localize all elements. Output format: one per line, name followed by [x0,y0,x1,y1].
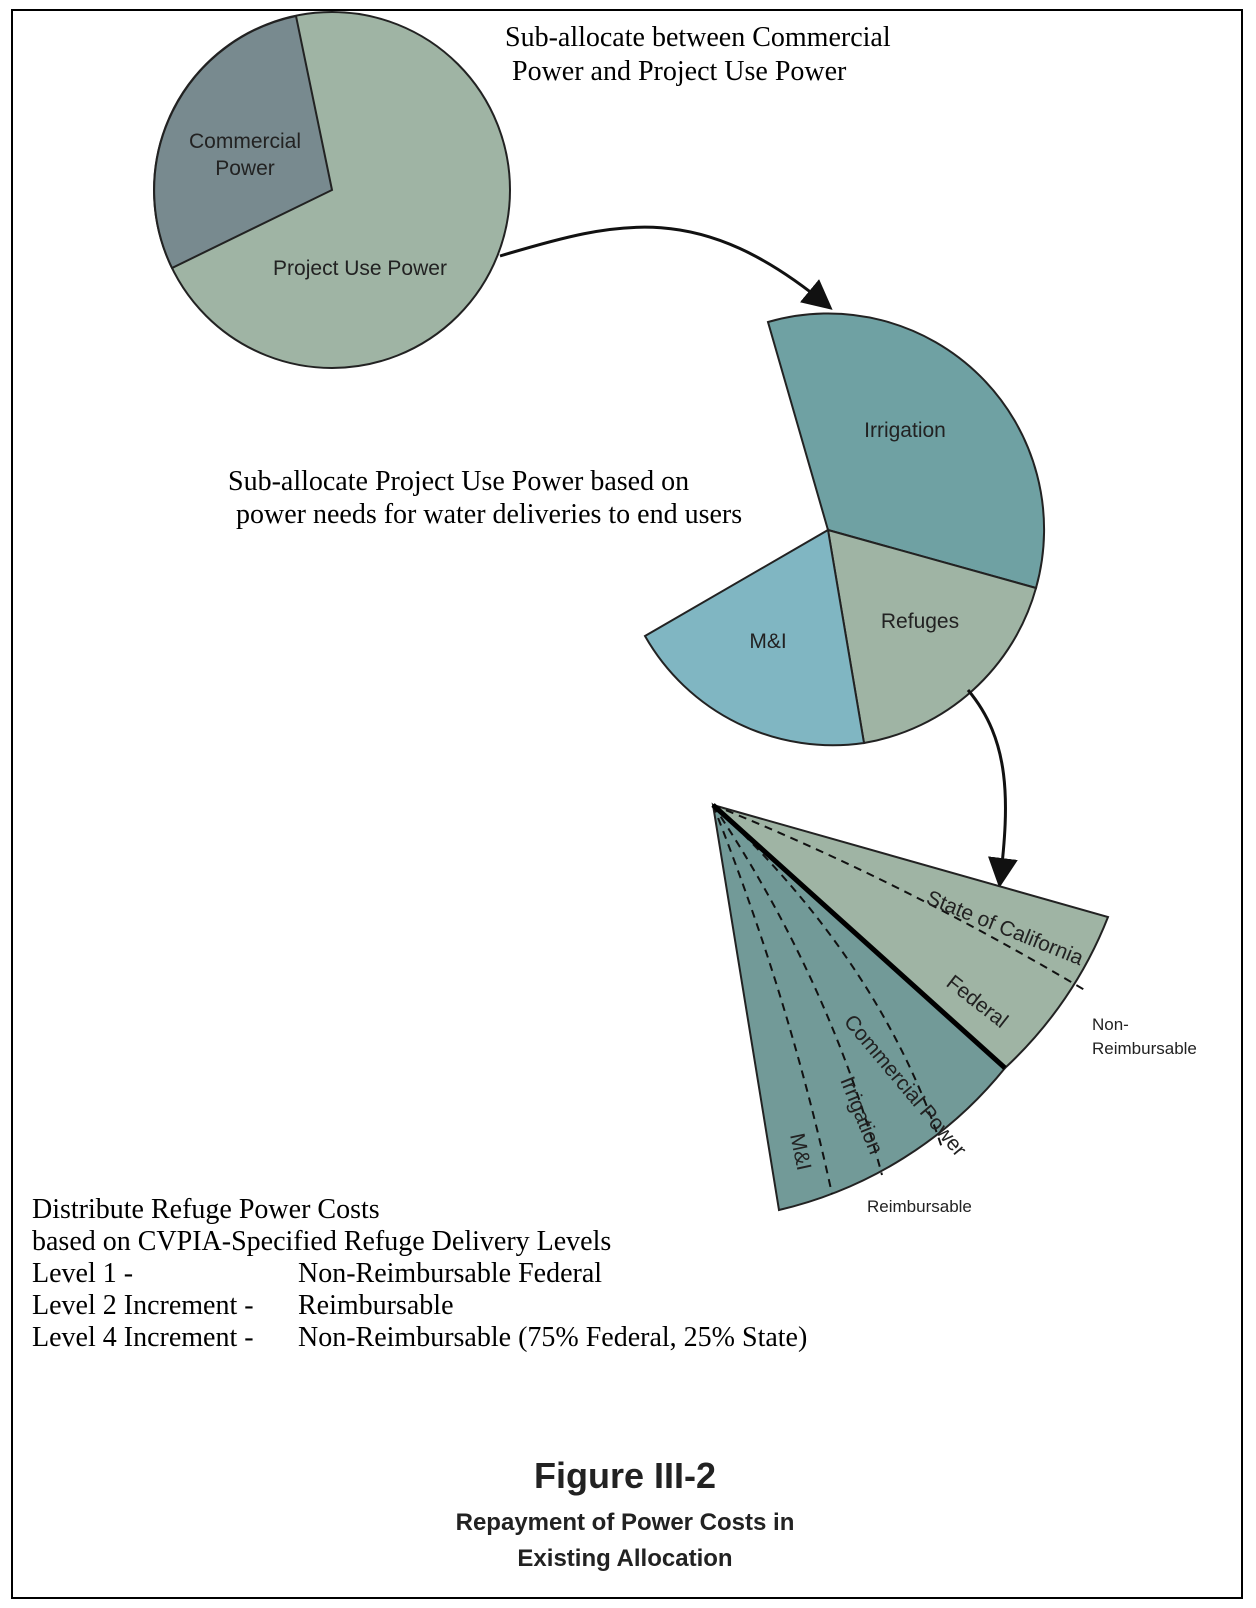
arrow [499,225,833,310]
caption: Existing Allocation [517,1545,732,1572]
reimbursable-sector [711,802,1007,1212]
label: M&I [749,630,786,653]
level: Non-Reimbursable Federal [298,1258,602,1289]
refuges-slice [826,528,1038,745]
note: Distribute Refuge Power Costs [32,1194,380,1225]
level: Reimbursable [298,1290,454,1321]
label: Refuges [881,610,959,633]
label: Commercial [189,130,301,153]
level: Level 1 - [32,1258,133,1289]
note: Sub-allocate between Commercial [505,22,891,53]
label: Irrigation [864,419,946,442]
group-label: Reimbursable [867,1197,972,1216]
note: power needs for water deliveries to end … [236,499,742,530]
note: Sub-allocate Project Use Power based on [228,466,689,497]
figure-number: Figure III-2 [534,1455,716,1496]
caption: Repayment of Power Costs in [456,1509,795,1536]
split-line [711,803,1007,1070]
group-label: Non- [1092,1015,1129,1034]
label: Project Use Power [273,257,447,280]
label: Power [215,157,275,180]
dividers [712,804,1089,1195]
group-label: Reimbursable [1092,1039,1197,1058]
frame [11,9,1243,1599]
irrigation-slice [766,312,1046,590]
note: Power and Project Use Power [512,56,847,87]
level: Level 4 Increment - [32,1322,254,1353]
commercial-slice [153,14,334,270]
mi-slice [643,528,866,747]
non-reimbursable-sector [712,804,1110,1070]
level: Non-Reimbursable (75% Federal, 25% State… [298,1322,807,1353]
note: based on CVPIA-Specified Refuge Delivery… [32,1226,611,1257]
arrow [966,689,1018,888]
level: Level 2 Increment - [32,1290,254,1321]
